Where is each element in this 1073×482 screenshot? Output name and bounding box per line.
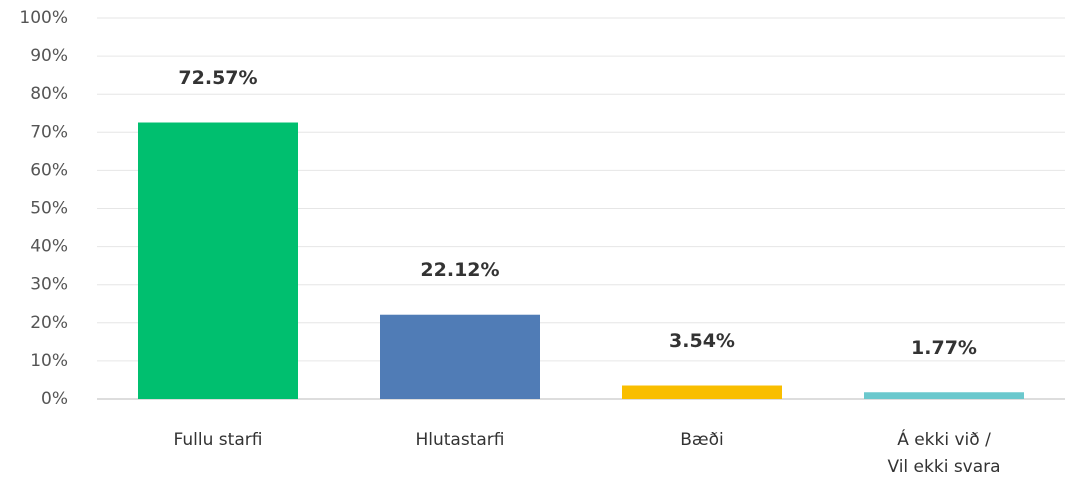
y-tick-label: 40% (30, 237, 68, 257)
x-tick-label: Á ekki við / Vil ekki svara (887, 428, 1000, 477)
y-tick-label: 90% (30, 46, 68, 66)
bar (138, 122, 298, 399)
value-label: 3.54% (669, 330, 735, 352)
y-tick-label: 100% (19, 8, 68, 28)
y-tick-label: 20% (30, 313, 68, 333)
y-tick-label: 60% (30, 160, 68, 180)
y-tick-label: 30% (30, 275, 68, 295)
value-label: 22.12% (420, 259, 499, 281)
x-tick-label: Bæði (680, 430, 723, 450)
y-tick-label: 0% (41, 389, 68, 409)
y-tick-label: 70% (30, 122, 68, 142)
value-label: 1.77% (911, 337, 977, 359)
bar (622, 385, 782, 399)
y-tick-label: 50% (30, 199, 68, 219)
y-tick-label: 80% (30, 84, 68, 104)
bar (380, 314, 540, 399)
x-tick-label: Hlutastarfi (415, 430, 504, 450)
bar (864, 392, 1024, 399)
value-label: 72.57% (178, 67, 257, 89)
y-tick-label: 10% (30, 351, 68, 371)
x-tick-label: Fullu starfi (174, 430, 263, 450)
